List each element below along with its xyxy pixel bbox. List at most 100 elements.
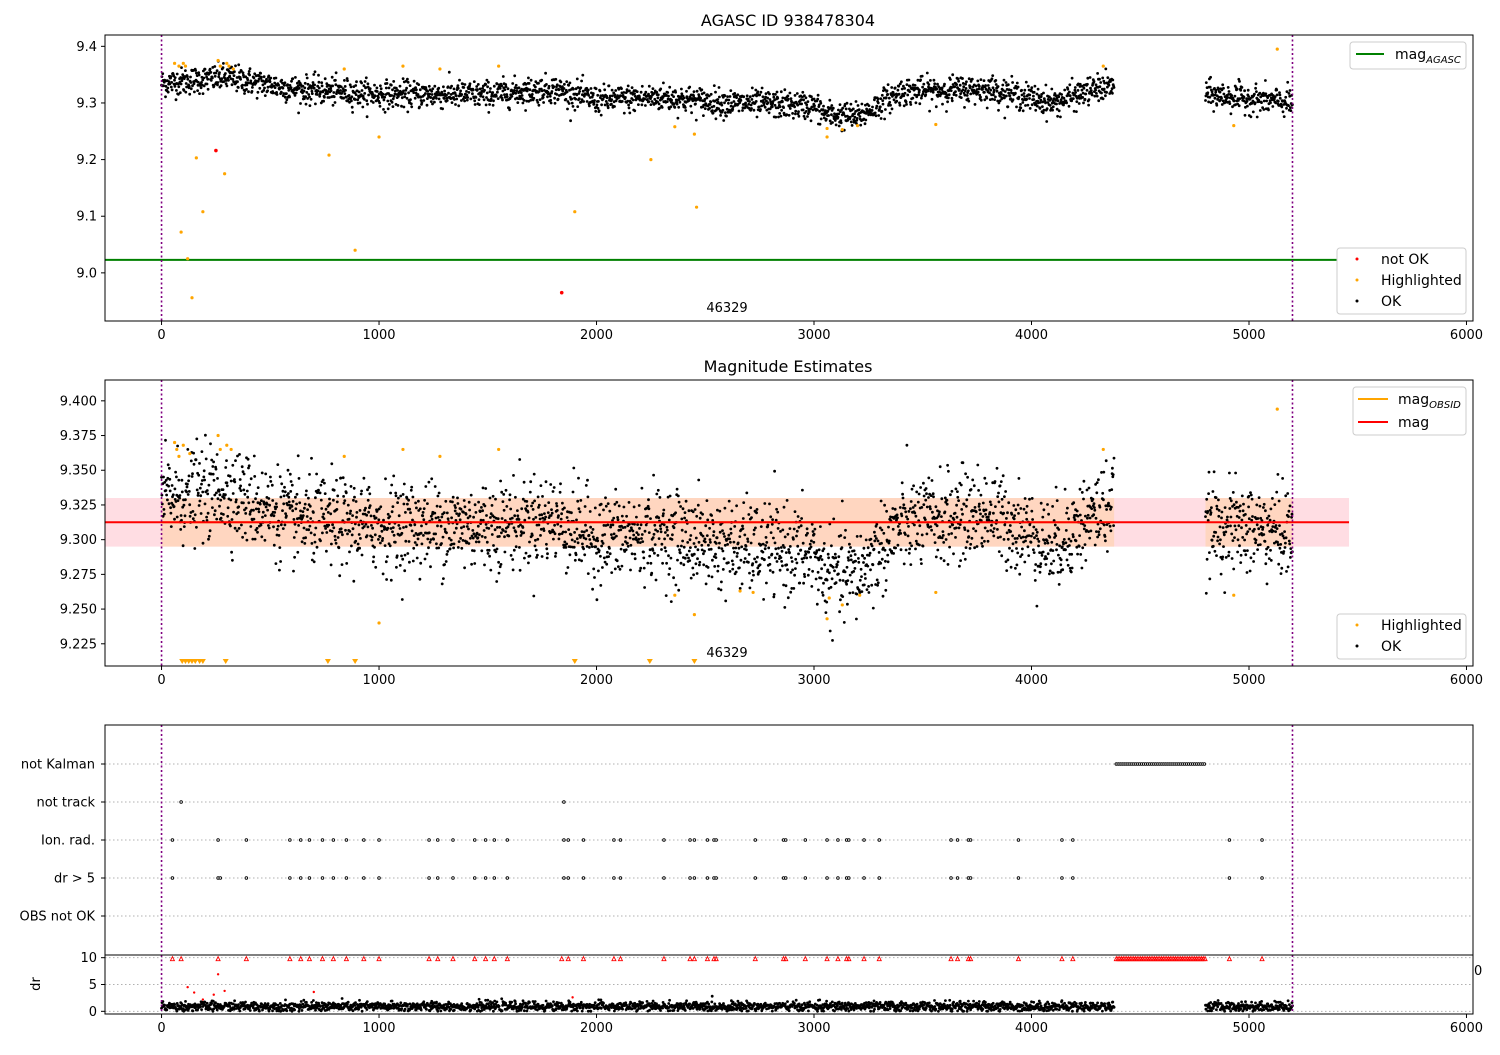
ok-point <box>665 594 668 597</box>
ok-point <box>332 91 335 94</box>
ok-point <box>1024 540 1027 543</box>
ok-point <box>856 535 859 538</box>
ok-point <box>542 101 545 104</box>
ok-point <box>827 556 830 559</box>
ok-point <box>633 92 636 95</box>
ok-point <box>530 79 533 82</box>
ok-point <box>703 92 706 95</box>
ok-point <box>450 85 453 88</box>
ok-point <box>282 87 285 90</box>
ok-point <box>776 553 779 556</box>
ok-point <box>745 548 748 551</box>
ok-point <box>560 512 563 515</box>
ok-point <box>252 509 255 512</box>
ok-point <box>437 87 440 90</box>
ok-point <box>706 534 709 537</box>
ok-point <box>502 493 505 496</box>
ok-point <box>598 109 601 112</box>
ok-point <box>364 80 367 83</box>
ok-point <box>268 504 271 507</box>
ok-point <box>704 541 707 544</box>
ok-point <box>348 518 351 521</box>
ok-point <box>955 488 958 491</box>
ok-point <box>291 77 294 80</box>
ok-point <box>291 484 294 487</box>
ok-point <box>561 502 564 505</box>
ok-point <box>528 82 531 85</box>
ok-point <box>177 499 180 502</box>
ok-point <box>536 101 539 104</box>
ok-point <box>187 493 190 496</box>
ok-point <box>983 477 986 480</box>
ok-point <box>969 543 972 546</box>
ok-point <box>1239 89 1242 92</box>
ok-point <box>268 527 271 530</box>
ok-point <box>410 486 413 489</box>
ok-point <box>1207 101 1210 104</box>
ok-point <box>877 102 880 105</box>
ok-point <box>457 87 460 90</box>
ok-point <box>808 110 811 113</box>
ok-point <box>556 505 559 508</box>
ok-point <box>994 79 997 82</box>
ok-point <box>463 566 466 569</box>
ok-point <box>728 500 731 503</box>
ok-point <box>416 557 419 560</box>
ok-point <box>960 484 963 487</box>
ok-point <box>424 485 427 488</box>
ok-point <box>310 457 313 460</box>
ok-point <box>594 110 597 113</box>
y-tick-label: 9.4 <box>76 40 97 55</box>
ok-point <box>809 556 812 559</box>
ok-point <box>399 85 402 88</box>
ok-point <box>894 87 897 90</box>
ok-point <box>1103 82 1106 85</box>
ok-point <box>358 91 361 94</box>
ok-point <box>513 74 516 77</box>
ok-point <box>971 479 974 482</box>
ok-point <box>402 493 405 496</box>
ok-point <box>861 555 864 558</box>
ok-point <box>1087 104 1090 107</box>
ok-point <box>432 538 435 541</box>
ok-point <box>765 536 768 539</box>
ok-point <box>444 528 447 531</box>
highlighted-point <box>401 65 404 68</box>
ok-point <box>346 533 349 536</box>
ok-point <box>621 100 624 103</box>
ok-point <box>617 565 620 568</box>
ok-point <box>569 119 572 122</box>
ok-point <box>740 99 743 102</box>
ok-point <box>822 108 825 111</box>
ok-point <box>897 89 900 92</box>
ok-point <box>176 516 179 519</box>
ok-point <box>947 97 950 100</box>
ok-point <box>839 534 842 537</box>
ok-point <box>871 545 874 548</box>
ok-point <box>958 565 961 568</box>
ok-point <box>1253 93 1256 96</box>
highlighted-point <box>177 65 180 68</box>
ok-point <box>738 110 741 113</box>
ok-point <box>1003 117 1006 120</box>
ok-point <box>652 549 655 552</box>
ok-point <box>794 510 797 513</box>
ok-point <box>539 518 542 521</box>
ok-point <box>955 94 958 97</box>
highlighted-point <box>219 65 222 68</box>
ok-point <box>453 88 456 91</box>
ok-point <box>926 506 929 509</box>
ok-point <box>510 554 513 557</box>
ok-point <box>599 90 602 93</box>
ok-point <box>781 529 784 532</box>
ok-point <box>473 80 476 83</box>
ok-point <box>1250 115 1253 118</box>
ok-point <box>480 506 483 509</box>
ok-point <box>637 103 640 106</box>
ok-point <box>529 99 532 102</box>
ok-point <box>679 101 682 104</box>
ok-point <box>534 516 537 519</box>
ok-point <box>498 535 501 538</box>
ok-point <box>621 515 624 518</box>
ok-point <box>205 458 208 461</box>
